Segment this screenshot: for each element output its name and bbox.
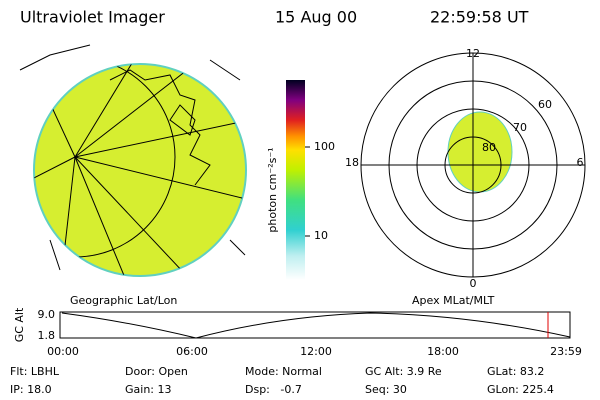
colorbar-tick-label: 100 bbox=[314, 140, 335, 153]
mlt-label: 6 bbox=[577, 156, 584, 169]
globe-image bbox=[19, 44, 247, 277]
time-label: 12:00 bbox=[300, 345, 332, 358]
time-label: 23:59 bbox=[550, 345, 582, 358]
lat-label: 60 bbox=[538, 98, 552, 111]
status-field: Seq: 30 bbox=[365, 383, 407, 396]
altitude-plot bbox=[59, 311, 571, 339]
colorbar-tick-label: 10 bbox=[314, 229, 328, 242]
colorbar bbox=[286, 80, 305, 280]
status-field: GC Alt: 3.9 Re bbox=[365, 365, 442, 378]
status-field: IP: 18.0 bbox=[10, 383, 52, 396]
status-field: GLon: 225.4 bbox=[487, 383, 554, 396]
time: 22:59:58 UT bbox=[430, 8, 529, 27]
date: 15 Aug 00 bbox=[275, 8, 357, 27]
status-field: Mode: Normal bbox=[245, 365, 322, 378]
status-field: Door: Open bbox=[125, 365, 188, 378]
mlt-label: 12 bbox=[466, 47, 480, 60]
lat-label: 80 bbox=[482, 141, 496, 154]
status-field: Gain: 13 bbox=[125, 383, 172, 396]
status-field: Flt: LBHL bbox=[10, 365, 60, 378]
title: Ultraviolet Imager bbox=[20, 8, 165, 27]
status-field: GLat: 83.2 bbox=[487, 365, 544, 378]
altitude-tick: 9.0 bbox=[38, 308, 56, 321]
colorbar-label: photon cm⁻²s⁻¹ bbox=[266, 147, 279, 232]
mlt-label: 18 bbox=[345, 156, 359, 169]
time-label: 06:00 bbox=[176, 345, 208, 358]
altitude-tick: 1.8 bbox=[38, 329, 56, 342]
panel-label: Apex MLat/MLT bbox=[412, 294, 495, 307]
status-field: Dsp: -0.7 bbox=[245, 383, 302, 396]
panel-label: Geographic Lat/Lon bbox=[70, 294, 177, 307]
polar-plot bbox=[360, 52, 586, 278]
time-label: 00:00 bbox=[47, 345, 79, 358]
altitude-label: GC Alt bbox=[13, 307, 26, 342]
time-label: 18:00 bbox=[427, 345, 459, 358]
mlt-label: 0 bbox=[470, 277, 477, 290]
altitude-curve bbox=[61, 312, 571, 339]
lat-label: 70 bbox=[513, 121, 527, 134]
